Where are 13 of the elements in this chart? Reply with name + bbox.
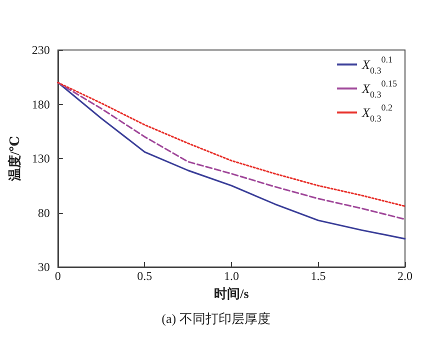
y-tick-label: 30: [38, 260, 50, 274]
y-tick-label: 230: [32, 43, 50, 57]
y-tick-label: 180: [32, 97, 50, 112]
y-tick-label: 130: [32, 152, 50, 166]
y-tick-label: 80: [38, 206, 50, 220]
x-tick-label: 0.5: [137, 269, 152, 283]
x-tick-label: 1.5: [310, 269, 326, 283]
text: (a) 不同打印层厚度: [162, 311, 270, 326]
x-axis-title: 时间/s: [214, 286, 249, 301]
y-axis-title: 温度/℃: [7, 136, 22, 182]
x-tick-label: 0: [54, 269, 61, 283]
x-tick-label: 2.0: [398, 269, 412, 283]
x-tick-label: 1.0: [224, 269, 239, 283]
